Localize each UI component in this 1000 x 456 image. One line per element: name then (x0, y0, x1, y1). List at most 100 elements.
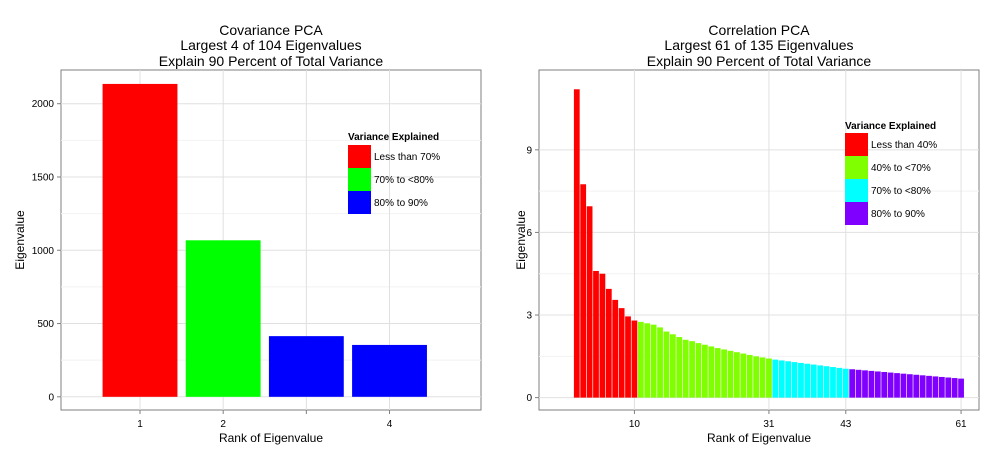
x-tick-label: 43 (840, 419, 852, 430)
bar (919, 375, 926, 398)
chart-title-line: Correlation PCA (708, 22, 810, 38)
bar (836, 367, 843, 398)
legend-label: 70% to <80% (374, 175, 434, 186)
bar (778, 360, 785, 398)
bar (951, 378, 958, 398)
chart-title-line: Explain 90 Percent of Total Variance (159, 53, 384, 69)
bar (669, 334, 676, 398)
bar (746, 354, 753, 398)
bar (868, 370, 875, 398)
bar (727, 350, 734, 398)
x-tick-label: 31 (763, 419, 775, 430)
y-tick-label: 1500 (32, 172, 55, 183)
bar (714, 348, 721, 398)
bar (689, 341, 695, 398)
x-axis-title: Rank of Eigenvalue (219, 431, 323, 445)
y-axis-title: Eigenvalue (13, 210, 27, 270)
bar (817, 365, 824, 398)
legend-label: 80% to 90% (871, 209, 925, 220)
bar (945, 377, 952, 398)
bar (605, 288, 612, 398)
x-tick-label: 10 (629, 419, 641, 430)
bar (618, 308, 625, 398)
bar (352, 344, 427, 397)
x-tick-label: 61 (956, 419, 968, 430)
bar (185, 240, 261, 397)
y-tick-label: 2000 (32, 99, 55, 110)
bar (753, 356, 759, 398)
bar (894, 373, 900, 398)
bar (810, 364, 817, 398)
bar (926, 375, 932, 398)
legend-swatch (845, 179, 868, 202)
bars (573, 89, 964, 398)
legend-label: 40% to <70% (871, 163, 931, 174)
bar (268, 336, 344, 397)
bar (708, 346, 715, 398)
bar (842, 368, 849, 398)
bar (657, 327, 663, 398)
bar (823, 366, 830, 398)
y-tick-label: 6 (526, 228, 532, 239)
x-tick-label: 2 (220, 419, 226, 430)
bar (887, 372, 894, 398)
bar (734, 352, 740, 398)
chart-1: 0 500 1000 1500 2000 1 2 4 Covariance PCALargest… (13, 22, 482, 445)
bar (938, 376, 945, 398)
bar (740, 353, 747, 398)
bar (663, 331, 670, 398)
bar (804, 363, 811, 398)
legend-title: Variance Explained (845, 121, 936, 132)
y-axis-title: Eigenvalue (514, 210, 528, 270)
x-tick-label: 4 (387, 419, 393, 430)
y-tick-label: 1000 (32, 246, 55, 257)
legend-label: Less than 40% (871, 140, 937, 151)
legend-title: Variance Explained (348, 132, 439, 143)
bar (695, 343, 702, 398)
bar (900, 373, 907, 398)
legend-swatch (348, 145, 371, 168)
legend-label: 80% to 90% (374, 198, 428, 209)
legend-swatch (348, 168, 371, 191)
legend-swatch (845, 156, 868, 179)
bar (676, 337, 683, 398)
bar (612, 299, 619, 398)
bar (102, 83, 178, 397)
bar (580, 184, 587, 398)
bar (625, 316, 631, 398)
y-tick-label: 0 (48, 392, 54, 403)
bar (573, 89, 580, 398)
bar (791, 362, 798, 398)
bar (855, 369, 862, 398)
bar (881, 372, 888, 398)
chart-title-line: Largest 4 of 104 Eigenvalues (180, 37, 361, 53)
bar (906, 374, 913, 398)
bar (772, 359, 779, 398)
chart-title-line: Largest 61 of 135 Eigenvalues (664, 37, 853, 53)
bar (593, 270, 599, 398)
bar (682, 339, 689, 398)
bar (958, 378, 964, 398)
bar (798, 362, 804, 398)
bar (862, 370, 868, 398)
legend-swatch (845, 133, 868, 156)
bar (849, 369, 856, 398)
bar (932, 376, 939, 398)
bar (759, 357, 766, 398)
chart-title-line: Explain 90 Percent of Total Variance (647, 53, 872, 69)
y-tick-label: 3 (526, 311, 532, 322)
bar (701, 344, 708, 398)
bar (586, 206, 593, 398)
bar (874, 371, 881, 398)
legend-swatch (348, 191, 371, 214)
bars (102, 83, 427, 397)
x-tick-label: 1 (137, 419, 143, 430)
bar (913, 374, 920, 398)
legend-swatch (845, 202, 868, 225)
y-tick-label: 0 (526, 393, 532, 404)
y-tick-label: 500 (37, 319, 54, 330)
legend: Variance Explained Less than 40% 40% to <7… (845, 121, 937, 225)
chart-title-line: Covariance PCA (219, 22, 323, 38)
legend-label: 70% to <80% (871, 186, 931, 197)
